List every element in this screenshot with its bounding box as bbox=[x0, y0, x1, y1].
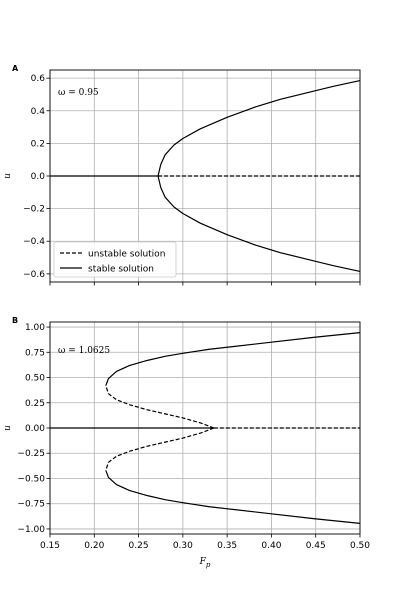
y-tick-label: 0.75 bbox=[25, 348, 45, 358]
chart-panel-b: −1.00 −0.75 −0.50 −0.25 0.00 0.25 0.50 0.75 1.00… bbox=[3, 316, 370, 569]
y-axis-label: u bbox=[3, 173, 13, 179]
y-tick-label: −0.50 bbox=[17, 474, 45, 484]
legend: unstable solution stable solution bbox=[53, 241, 177, 278]
y-tick-label: −0.25 bbox=[17, 449, 45, 459]
y-tick-label: 0.2 bbox=[31, 139, 45, 149]
panel-label: A bbox=[12, 64, 19, 73]
plot-frame bbox=[49, 321, 361, 535]
x-tick-label: 0.50 bbox=[350, 541, 370, 551]
plot-frame bbox=[49, 69, 361, 283]
chart-panel-a: −0.6 −0.4 −0.2 0.0 0.2 0.4 0.6 Aω = 0.95 u unstab… bbox=[3, 64, 361, 286]
y-tick-label: −0.75 bbox=[17, 500, 45, 510]
y-tick-label: −0.4 bbox=[23, 237, 45, 247]
x-tick-label: 0.25 bbox=[129, 541, 149, 551]
omega-annotation: ω = 0.95 bbox=[58, 88, 99, 98]
series-line-solid bbox=[157, 80, 361, 177]
x-tick-label: 0.45 bbox=[306, 541, 326, 551]
y-tick-label: 0.6 bbox=[31, 74, 46, 84]
x-tick-label: 0.20 bbox=[84, 541, 104, 551]
series-line-solid bbox=[157, 175, 361, 272]
x-tick-label: 0.15 bbox=[40, 541, 60, 551]
y-tick-label: 0.50 bbox=[25, 374, 45, 384]
legend-entry-label: unstable solution bbox=[88, 250, 165, 260]
y-tick-label: 0.25 bbox=[25, 399, 45, 409]
series-line-solid bbox=[105, 332, 361, 386]
y-tick-label: 0.0 bbox=[31, 172, 46, 182]
series-line-solid bbox=[105, 470, 361, 524]
y-tick-label: 1.00 bbox=[25, 323, 45, 333]
y-tick-label: −1.00 bbox=[17, 525, 45, 535]
x-tick-label: 0.35 bbox=[217, 541, 237, 551]
legend-box bbox=[53, 241, 177, 278]
x-tick-label: 0.40 bbox=[261, 541, 281, 551]
y-tick-label: −0.6 bbox=[23, 270, 45, 280]
x-tick-label: 0.30 bbox=[173, 541, 193, 551]
y-tick-label: 0.4 bbox=[31, 107, 46, 117]
y-tick-label: −0.2 bbox=[23, 205, 45, 215]
panel-label: B bbox=[12, 316, 18, 325]
series-line-dashed bbox=[105, 385, 215, 429]
series-line-dashed bbox=[105, 427, 215, 471]
x-axis-label: Fp bbox=[199, 557, 211, 569]
y-tick-label: 0.00 bbox=[25, 424, 45, 434]
omega-annotation: ω = 1.0625 bbox=[58, 346, 110, 356]
y-axis-label: u bbox=[3, 425, 13, 431]
legend-entry-label: stable solution bbox=[88, 265, 154, 275]
